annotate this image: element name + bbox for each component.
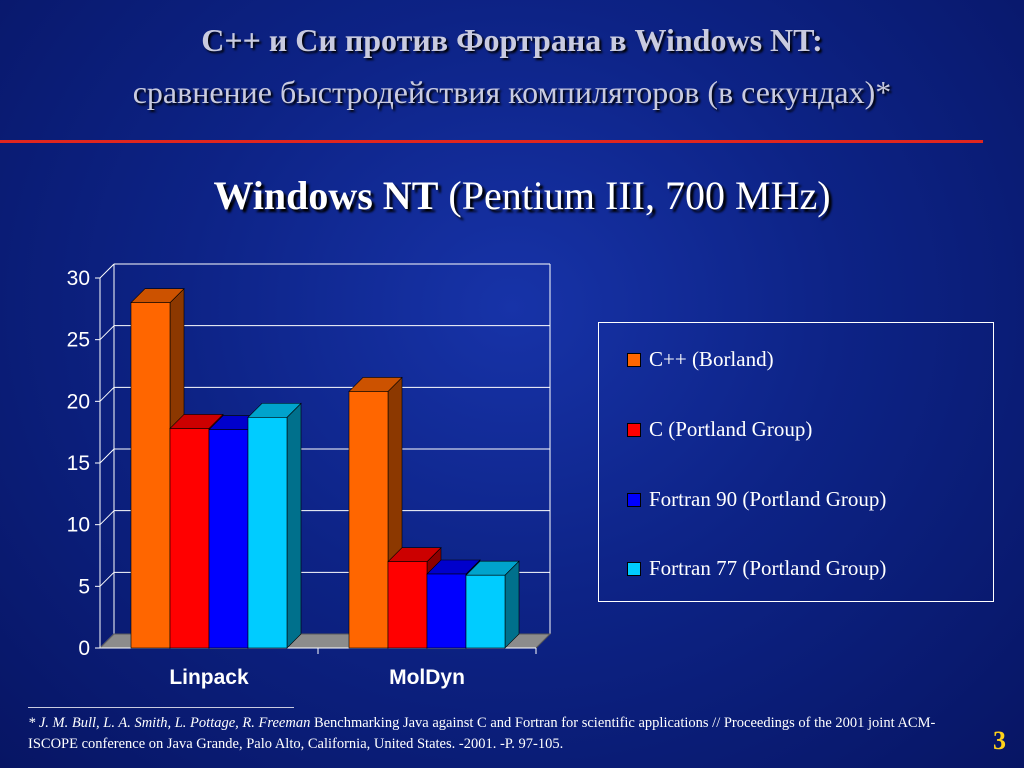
y-tick-label: 10	[67, 514, 90, 537]
subtitle-hardware: (Pentium III, 700 MHz)	[438, 173, 831, 218]
page-title: C++ и Си против Фортрана в Windows NT:	[201, 22, 823, 58]
legend-label: C++ (Borland)	[649, 347, 774, 371]
gridline-side	[99, 571, 115, 587]
legend-swatch-f77	[627, 561, 641, 576]
legend-item: C (Portland Group)	[627, 417, 812, 442]
bar	[130, 302, 171, 649]
y-tick-label: 0	[78, 637, 90, 660]
bar-chart: 0 5 10 15 20 25 30 Linpack MolDyn	[67, 263, 552, 689]
bar	[208, 429, 249, 649]
bar-side	[504, 560, 520, 649]
legend-item: C++ (Borland)	[627, 347, 774, 372]
gridline-side	[99, 386, 115, 402]
bar	[247, 417, 288, 649]
footnote: * J. M. Bull, L. A. Smith, L. Pottage, R…	[28, 713, 968, 755]
chart-legend: C++ (Borland) C (Portland Group) Fortran…	[598, 322, 994, 602]
footnote-text: Benchmarking Java against C and Fortran …	[28, 715, 936, 752]
x-tick-label: Linpack	[169, 666, 249, 689]
y-tick-label: 30	[67, 267, 90, 290]
legend-swatch-cpp	[627, 352, 641, 367]
x-tick-label: MolDyn	[389, 666, 465, 689]
page-number: 3	[993, 726, 1006, 755]
legend-label: Fortran 77 (Portland Group)	[649, 556, 887, 580]
footnote-divider	[28, 707, 294, 708]
legend-item: Fortran 77 (Portland Group)	[627, 556, 886, 581]
y-tick-label: 5	[78, 575, 90, 598]
bar	[348, 391, 389, 649]
legend-swatch-f90	[627, 492, 641, 507]
y-tick-label: 20	[67, 390, 90, 413]
legend-label: C (Portland Group)	[649, 417, 813, 441]
gridline-side	[99, 325, 115, 341]
bar	[169, 428, 210, 649]
chart-subtitle: Windows NT (Pentium III, 700 MHz)	[0, 172, 1024, 219]
footnote-authors: * J. M. Bull, L. A. Smith, L. Pottage, R…	[28, 715, 311, 731]
legend-item: Fortran 90 (Portland Group)	[627, 487, 886, 512]
bar	[387, 561, 428, 649]
bar-side	[286, 402, 302, 649]
legend-label: Fortran 90 (Portland Group)	[649, 487, 887, 511]
gridline-side	[99, 448, 115, 464]
gridline-side	[99, 510, 115, 526]
legend-swatch-c	[627, 422, 641, 437]
title-divider	[0, 140, 983, 143]
bar	[465, 574, 506, 649]
y-tick-label: 25	[67, 329, 90, 352]
bar	[426, 573, 467, 649]
gridline-side	[99, 263, 115, 279]
page-title-line2: сравнение быстродействия компиляторов (в…	[132, 74, 892, 110]
subtitle-os: Windows NT	[213, 173, 439, 218]
y-tick-label: 15	[67, 452, 90, 475]
